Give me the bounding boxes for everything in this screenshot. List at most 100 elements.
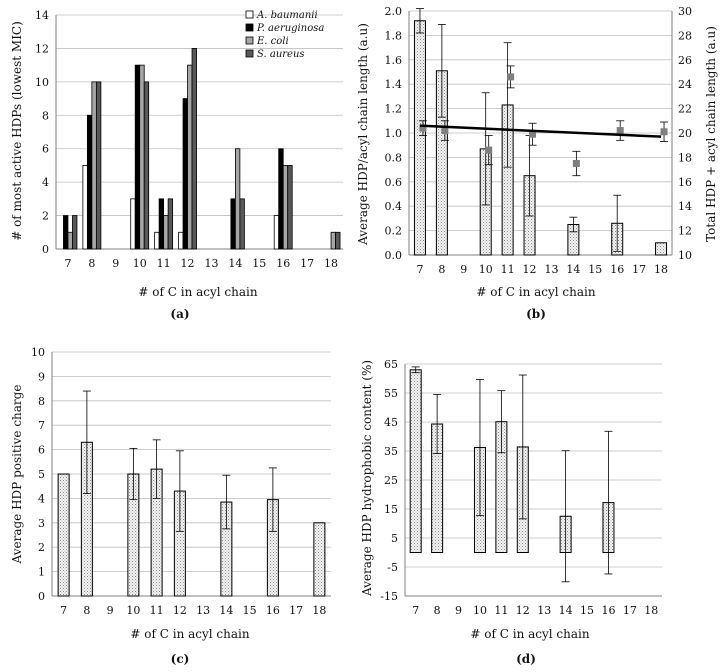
x-tick-label: 7 (60, 604, 67, 617)
chart-b-panel-label: (b) (526, 307, 546, 321)
y-tick-label: 4 (42, 176, 49, 189)
y-tick-label: 0.0 (385, 249, 403, 262)
chart-a-xticks: 7 8 9 10 11 12 13 14 15 16 17 18 (64, 257, 338, 270)
x-tick-label: 7 (64, 257, 71, 270)
chart-a: 0 2 4 6 8 10 12 14 7 8 9 10 11 12 13 14 15 16 17 18 # of C… (10, 9, 343, 321)
x-tick-label: 15 (588, 263, 602, 276)
x-tick-label: 14 (219, 604, 233, 617)
x-tick-label: 18 (644, 604, 658, 617)
bar (143, 81, 150, 250)
y-tick-label: 9 (38, 370, 45, 383)
chart-b-y2ticks: 10 12 14 16 18 20 22 24 26 28 30 (671, 5, 692, 262)
chart-b-xlabel: # of C in acyl chain (476, 285, 595, 299)
chart-b-bars (413, 8, 668, 256)
x-tick-label: 10 (126, 604, 140, 617)
x-tick-label: 11 (150, 604, 164, 617)
x-tick-label: 18 (312, 604, 326, 617)
x-tick-label: 7 (412, 604, 419, 617)
bar (278, 148, 284, 250)
bar (287, 165, 293, 250)
chart-d-ylabel: Average HDP hydrophobic content (%) (360, 360, 374, 597)
x-tick-label: 7 (416, 263, 423, 276)
x-tick-label: 13 (544, 263, 558, 276)
bar (178, 231, 184, 250)
y-tick-label: 8 (38, 395, 45, 408)
x-tick-label: 10 (473, 604, 487, 617)
bar (187, 64, 193, 250)
y-tick-label: 0.4 (385, 200, 403, 213)
y-tick-label: 55 (384, 387, 398, 400)
legend-label: E. coli (256, 36, 289, 47)
y-tick-label: 1.0 (385, 127, 403, 140)
y2-tick-label: 14 (678, 200, 692, 213)
bar (230, 198, 236, 250)
x-tick-label: 11 (501, 263, 515, 276)
chart-a-ylabel: # of most active HDPs (lowest MIC) (10, 21, 24, 241)
x-tick-label: 9 (107, 604, 114, 617)
x-tick-label: 14 (566, 263, 580, 276)
x-tick-label: 11 (494, 604, 508, 617)
bar (191, 48, 197, 250)
x-tick-label: 8 (438, 263, 445, 276)
y-tick-label: 0.2 (385, 225, 403, 238)
bar (413, 20, 426, 256)
y-tick-label: 10 (31, 346, 45, 359)
bar (273, 215, 280, 250)
bar (130, 198, 136, 250)
chart-d-grid (404, 363, 662, 597)
chart-d-bars (409, 366, 615, 583)
legend-label: A. baumanii (256, 10, 318, 21)
y-tick-label: 10 (35, 76, 49, 89)
chart-b-y2label: Total HDP + acyl chain length (a.u) (704, 26, 718, 242)
bar (409, 369, 422, 553)
legend-swatch (245, 49, 254, 58)
bar (57, 473, 70, 597)
x-tick-label: 16 (276, 257, 290, 270)
y-tick-label: 3 (38, 517, 45, 530)
y2-tick-label: 30 (678, 5, 692, 18)
x-tick-label: 9 (112, 257, 119, 270)
x-tick-label: 15 (243, 604, 257, 617)
bar (67, 231, 73, 250)
x-tick-label: 12 (173, 604, 187, 617)
x-tick-label: 10 (133, 257, 147, 270)
y-tick-label: 1.2 (385, 103, 403, 116)
x-tick-label: 13 (537, 604, 551, 617)
x-tick-label: 18 (654, 263, 668, 276)
y2-tick-label: 12 (678, 225, 692, 238)
legend-swatch (245, 10, 254, 19)
x-tick-label: 18 (324, 257, 338, 270)
chart-a-legend: A. baumanii P. aeruginosa E. coli S. aureus (245, 10, 324, 60)
y-tick-label: 2 (42, 210, 49, 223)
y2-tick-label: 20 (678, 127, 692, 140)
marker-point (441, 127, 449, 135)
y-tick-label: 65 (384, 358, 398, 371)
marker-point (419, 124, 427, 132)
x-tick-label: 13 (204, 257, 218, 270)
chart-b-yticks: 0.0 0.2 0.4 0.6 0.8 1.0 1.2 1.4 1.6 1.8 2.0 (385, 5, 403, 262)
x-tick-label: 15 (252, 257, 266, 270)
bar (313, 522, 326, 597)
chart-b-grid (408, 10, 672, 256)
bar (158, 198, 165, 250)
bar (335, 231, 341, 250)
chart-d-yticks: -15 -5 5 15 25 35 45 55 65 (380, 358, 398, 603)
bar (139, 64, 145, 250)
chart-c-xticks: 7 8 9 10 11 12 13 14 15 16 17 18 (60, 604, 326, 617)
legend-swatch (245, 23, 254, 32)
y2-tick-label: 26 (678, 54, 692, 67)
x-tick-label: 17 (623, 604, 637, 617)
chart-d-xlabel: # of C in acyl chain (470, 627, 589, 641)
x-tick-label: 12 (516, 604, 530, 617)
bar (167, 198, 174, 250)
y2-tick-label: 24 (678, 78, 692, 91)
marker-point (529, 130, 537, 138)
y2-tick-label: 16 (678, 176, 692, 189)
y-tick-label: 45 (384, 416, 398, 429)
marker-point (507, 73, 515, 81)
chart-a-xlabel: # of C in acyl chain (138, 285, 257, 299)
chart-a-grid (55, 14, 343, 250)
y-tick-label: 14 (35, 9, 49, 22)
